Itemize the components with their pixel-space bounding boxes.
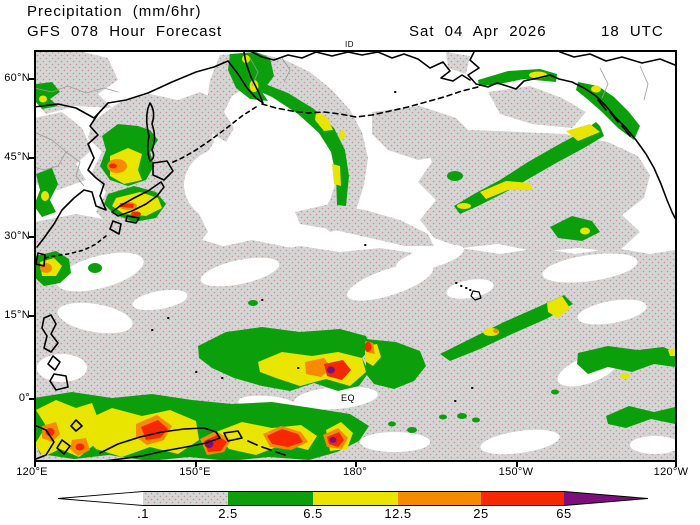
panhandle-islands bbox=[597, 99, 631, 137]
precip-extreme-layer bbox=[204, 366, 337, 448]
dateline-label: ID bbox=[345, 40, 354, 49]
map-canvas bbox=[36, 52, 675, 460]
colorbar-arrow-below bbox=[58, 491, 143, 506]
colorbar-tick-3: 12.5 bbox=[384, 506, 412, 521]
taiwan-island bbox=[36, 252, 46, 267]
lon-tick bbox=[355, 462, 357, 467]
okhotsk-korea-china-coastline bbox=[36, 102, 109, 248]
colorbar-tick-1: 2.5 bbox=[218, 506, 238, 521]
lat-label-15n: 15°N bbox=[4, 309, 30, 321]
arctic-coastline bbox=[559, 52, 675, 66]
lon-tick bbox=[195, 462, 197, 467]
colorbar-tick-5: 65 bbox=[556, 506, 572, 521]
mindanao-island bbox=[49, 373, 69, 391]
precip-moderate-layer bbox=[36, 55, 675, 457]
colorbar-tick-4: 25 bbox=[473, 506, 489, 521]
valid-time-label: 18 UTC bbox=[601, 23, 664, 40]
lon-tick bbox=[675, 462, 677, 467]
hawaii-big-island bbox=[470, 290, 482, 301]
lat-label-45n: 45°N bbox=[4, 151, 30, 163]
dry-area-layer bbox=[37, 147, 675, 455]
precip-veryheavy-layer bbox=[45, 163, 372, 452]
lon-tick bbox=[34, 462, 36, 467]
kyushu-island bbox=[109, 220, 122, 235]
lon-label-180: 180° bbox=[343, 466, 367, 478]
honshu-island bbox=[111, 181, 165, 217]
colorbar-tick-0: .1 bbox=[137, 506, 149, 521]
lat-label-30n: 30°N bbox=[4, 230, 30, 242]
lat-tick bbox=[29, 157, 34, 159]
new-britain-island bbox=[223, 430, 243, 442]
colorbar-outline bbox=[57, 491, 649, 506]
hawaii-islands bbox=[455, 282, 472, 291]
lat-tick bbox=[29, 236, 34, 238]
sakhalin-island bbox=[145, 102, 156, 162]
hokkaido-island bbox=[152, 160, 174, 181]
colorbar-seg-orange bbox=[398, 491, 481, 506]
visayas-islands bbox=[47, 355, 61, 371]
micronesia-islands bbox=[151, 91, 474, 402]
indonesia-coastline bbox=[36, 419, 83, 460]
lon-label-120w: 120°W bbox=[653, 466, 689, 478]
colorbar-segments bbox=[57, 491, 649, 506]
equator-label: EQ bbox=[341, 393, 356, 403]
alaska-coastline bbox=[467, 52, 675, 219]
colorbar bbox=[57, 491, 649, 506]
ryukyu-islands bbox=[44, 235, 107, 259]
lon-tick bbox=[516, 462, 518, 467]
product-title: Precipitation (mm/6hr) bbox=[27, 3, 202, 20]
luzon-island bbox=[41, 314, 59, 353]
new-guinea-coastline bbox=[99, 427, 221, 460]
colorbar-arrow-above bbox=[564, 491, 648, 506]
solomon-islands bbox=[247, 440, 286, 456]
kuril-islands bbox=[170, 106, 257, 164]
colorbar-seg-trace bbox=[143, 491, 228, 506]
shikoku-island bbox=[125, 215, 140, 224]
lon-label-150w: 150°W bbox=[498, 466, 534, 478]
lat-tick bbox=[29, 78, 34, 80]
lon-label-150e: 150°E bbox=[179, 466, 211, 478]
colorbar-seg-yellow bbox=[313, 491, 398, 506]
coastline-layer bbox=[36, 52, 675, 460]
model-run-label: GFS 078 Hour Forecast bbox=[27, 23, 223, 40]
aleutian-islands bbox=[261, 86, 479, 118]
asia-coastline bbox=[36, 52, 264, 119]
colorbar-seg-green bbox=[228, 491, 313, 506]
map-frame bbox=[34, 50, 677, 462]
lat-label-0: 0° bbox=[18, 392, 30, 404]
lat-tick bbox=[29, 315, 34, 317]
colorbar-tick-2: 6.5 bbox=[303, 506, 323, 521]
colorbar-seg-red bbox=[481, 491, 564, 506]
lon-label-120e: 120°E bbox=[16, 466, 48, 478]
lat-label-60n: 60°N bbox=[4, 72, 30, 84]
valid-date-label: Sat 04 Apr 2026 bbox=[409, 23, 547, 40]
lat-tick bbox=[29, 398, 34, 400]
chukotka-coastline bbox=[251, 52, 471, 82]
